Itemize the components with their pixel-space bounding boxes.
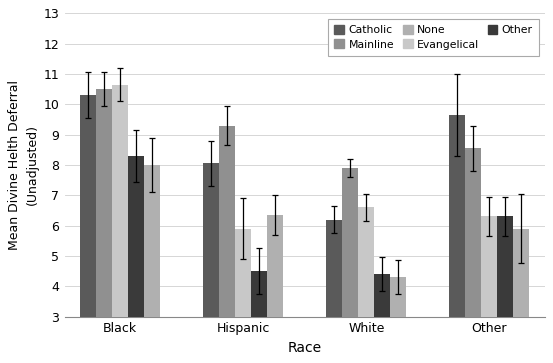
Bar <box>204 163 220 363</box>
Bar <box>497 216 513 363</box>
Bar <box>326 220 342 363</box>
Bar <box>251 271 267 363</box>
Bar <box>128 156 144 363</box>
Y-axis label: Mean Divine Helth Deferral
(Unadjusted): Mean Divine Helth Deferral (Unadjusted) <box>8 80 39 250</box>
Bar <box>235 229 251 363</box>
Bar <box>267 215 283 363</box>
Bar <box>465 148 481 363</box>
Bar <box>342 168 358 363</box>
Bar <box>220 126 235 363</box>
Bar <box>374 274 390 363</box>
Bar <box>358 207 374 363</box>
Bar <box>144 165 160 363</box>
Bar <box>481 216 497 363</box>
X-axis label: Race: Race <box>288 340 322 355</box>
Bar <box>80 95 96 363</box>
Bar <box>96 89 112 363</box>
Legend: Catholic, Mainline, None, Evangelical, Other: Catholic, Mainline, None, Evangelical, O… <box>328 19 539 56</box>
Bar <box>513 229 529 363</box>
Bar <box>390 277 406 363</box>
Bar <box>112 85 128 363</box>
Bar <box>450 115 465 363</box>
